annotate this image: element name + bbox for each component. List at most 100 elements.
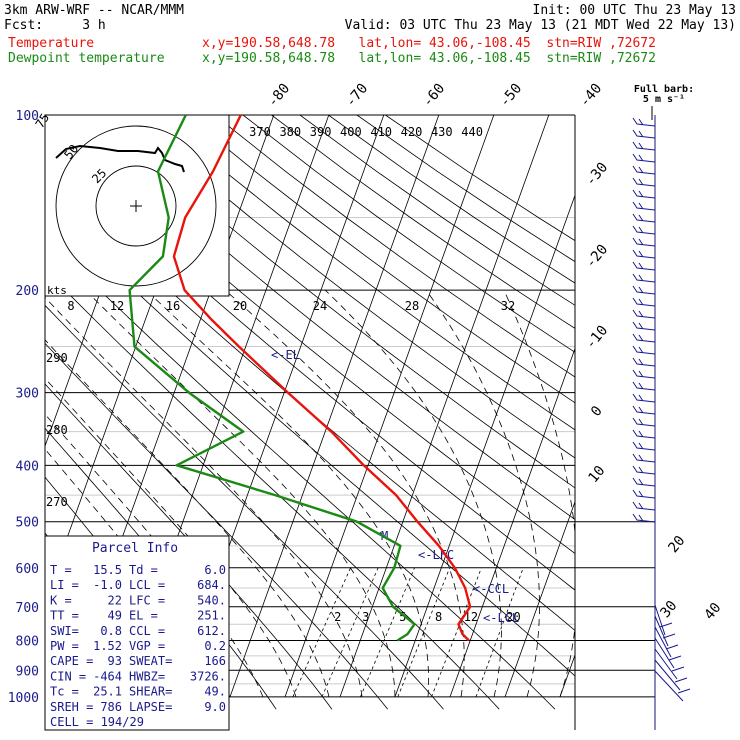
- temperature-label: 10: [585, 463, 608, 486]
- model-title: 3km ARW-WRF -- NCAR/MMM: [4, 3, 185, 18]
- temperature-label: -50: [497, 81, 526, 111]
- hodograph-ring-label: 75: [33, 111, 53, 131]
- parcel-field-value: 22: [108, 593, 122, 607]
- wind-barb-mark: [632, 273, 656, 283]
- pressure-label: 400: [16, 459, 39, 474]
- wind-barb: [632, 117, 656, 127]
- theta-label: 410: [370, 125, 392, 139]
- parcel-field-name: T =: [50, 563, 72, 577]
- dewpoint-curve: [128, 115, 416, 642]
- wind-barb-mark: [632, 465, 656, 475]
- wind-barb: [654, 637, 682, 669]
- wind-barb-mark: [632, 369, 656, 379]
- wind-barb: [632, 489, 656, 499]
- dewpoint-legend: Dewpoint temperature: [8, 51, 165, 66]
- isotherm: [394, 194, 575, 698]
- wind-barb: [632, 249, 656, 259]
- wind-barb-mark: [632, 513, 656, 523]
- parcel-field-name: LI =: [50, 578, 79, 592]
- theta-label: 400: [340, 125, 362, 139]
- wind-barb-mark: [632, 489, 656, 499]
- wind-barb-mark: [632, 357, 656, 367]
- wind-barb: [632, 141, 656, 151]
- parcel-field-value: 684.: [197, 578, 226, 592]
- parcel-field-name: K =: [50, 593, 72, 607]
- wind-scale-label: 16: [166, 299, 180, 313]
- pressure-label: 200: [16, 284, 39, 299]
- parcel-field-value: 6.0: [204, 563, 226, 577]
- wind-barb-mark: [632, 285, 656, 295]
- dry-adiabat: [45, 269, 500, 710]
- isotherm: [229, 115, 440, 698]
- wind-barb: [654, 604, 673, 636]
- parcel-field-name: CIN =: [50, 669, 86, 683]
- parcel-field-value: 166: [204, 654, 226, 668]
- theta-label: 390: [310, 125, 332, 139]
- parcel-field-name: VGP =: [129, 639, 165, 653]
- moist-adiabat: [425, 289, 540, 698]
- temperature-label: -60: [420, 81, 449, 111]
- wind-barb: [654, 648, 685, 680]
- dry-adiabat: [45, 203, 575, 677]
- wind-barb-mark: [632, 201, 656, 211]
- parcel-field-value: 0.2: [204, 639, 226, 653]
- wind-barb-mark: [632, 477, 656, 487]
- wind-barb: [632, 129, 656, 139]
- temperature-legend: Temperature: [8, 36, 95, 51]
- theta-label: 420: [401, 125, 423, 139]
- hodograph-ring-25: [95, 165, 177, 247]
- wind-barb: [632, 465, 656, 475]
- pressure-label: 900: [16, 664, 39, 679]
- wind-barb-mark: [632, 309, 656, 319]
- wind-barb: [632, 285, 656, 295]
- wind-barb: [632, 189, 656, 199]
- parcel-field-name: SWEAT=: [129, 654, 172, 668]
- wind-barb-mark: [632, 429, 656, 439]
- parcel-field-name: CAPE =: [50, 654, 93, 668]
- wind-scale-label: 8: [67, 299, 74, 313]
- wind-barb: [632, 369, 656, 379]
- wind-barb-mark: [632, 237, 656, 247]
- wind-barb-mark: [632, 213, 656, 223]
- wind-barb: [632, 225, 656, 235]
- wind-barb-mark: [632, 165, 656, 175]
- mixing-ratio-line: [475, 567, 524, 698]
- mixing-ratio-line: [321, 567, 379, 698]
- wind-barb: [654, 615, 676, 647]
- parcel-field-name: LFC =: [129, 593, 165, 607]
- wind-barb: [632, 333, 656, 343]
- isotherm: [449, 347, 575, 698]
- wind-barb-mark: [632, 405, 656, 415]
- parcel-field-value: 786: [100, 700, 122, 714]
- dewpoint-location-info: x,y=190.58,648.78 lat,lon= 43.06,-108.45…: [202, 51, 656, 66]
- wind-barb: [632, 513, 656, 523]
- parcel-field-name: Td =: [129, 563, 158, 577]
- parcel-field-name: Tc =: [50, 685, 79, 699]
- mixing-ratio-label: 12: [464, 610, 478, 624]
- parcel-field-name: PW =: [50, 639, 79, 653]
- parcel-level-annotation: <-LFC: [418, 548, 454, 562]
- temperature-label: -80: [265, 81, 294, 111]
- wind-barb: [632, 393, 656, 403]
- wind-barb: [654, 626, 679, 658]
- isotherm: [284, 115, 495, 698]
- wind-barb: [632, 309, 656, 319]
- wind-barb-mark: [632, 393, 656, 403]
- temperature-label: -10: [583, 323, 612, 353]
- parcel-field-value: 15.5: [93, 563, 122, 577]
- wind-barb-mark: [632, 321, 656, 331]
- pressure-label: 1000: [8, 691, 39, 706]
- wind-scale-label: kts: [47, 284, 67, 297]
- wind-barb-mark: [632, 153, 656, 163]
- moist-adiabat: [225, 289, 465, 697]
- parcel-field-value: 251.: [197, 609, 226, 623]
- theta-label: 280: [46, 423, 68, 437]
- mixing-ratio-label: 5: [399, 610, 406, 624]
- wind-scale-label: 12: [110, 299, 124, 313]
- parcel-field-value: 612.: [197, 624, 226, 638]
- parcel-level-annotation: <-EL: [271, 348, 300, 362]
- parcel-field-name: SWI=: [50, 624, 79, 638]
- wind-barb: [632, 237, 656, 247]
- dry-adiabat: [45, 115, 575, 554]
